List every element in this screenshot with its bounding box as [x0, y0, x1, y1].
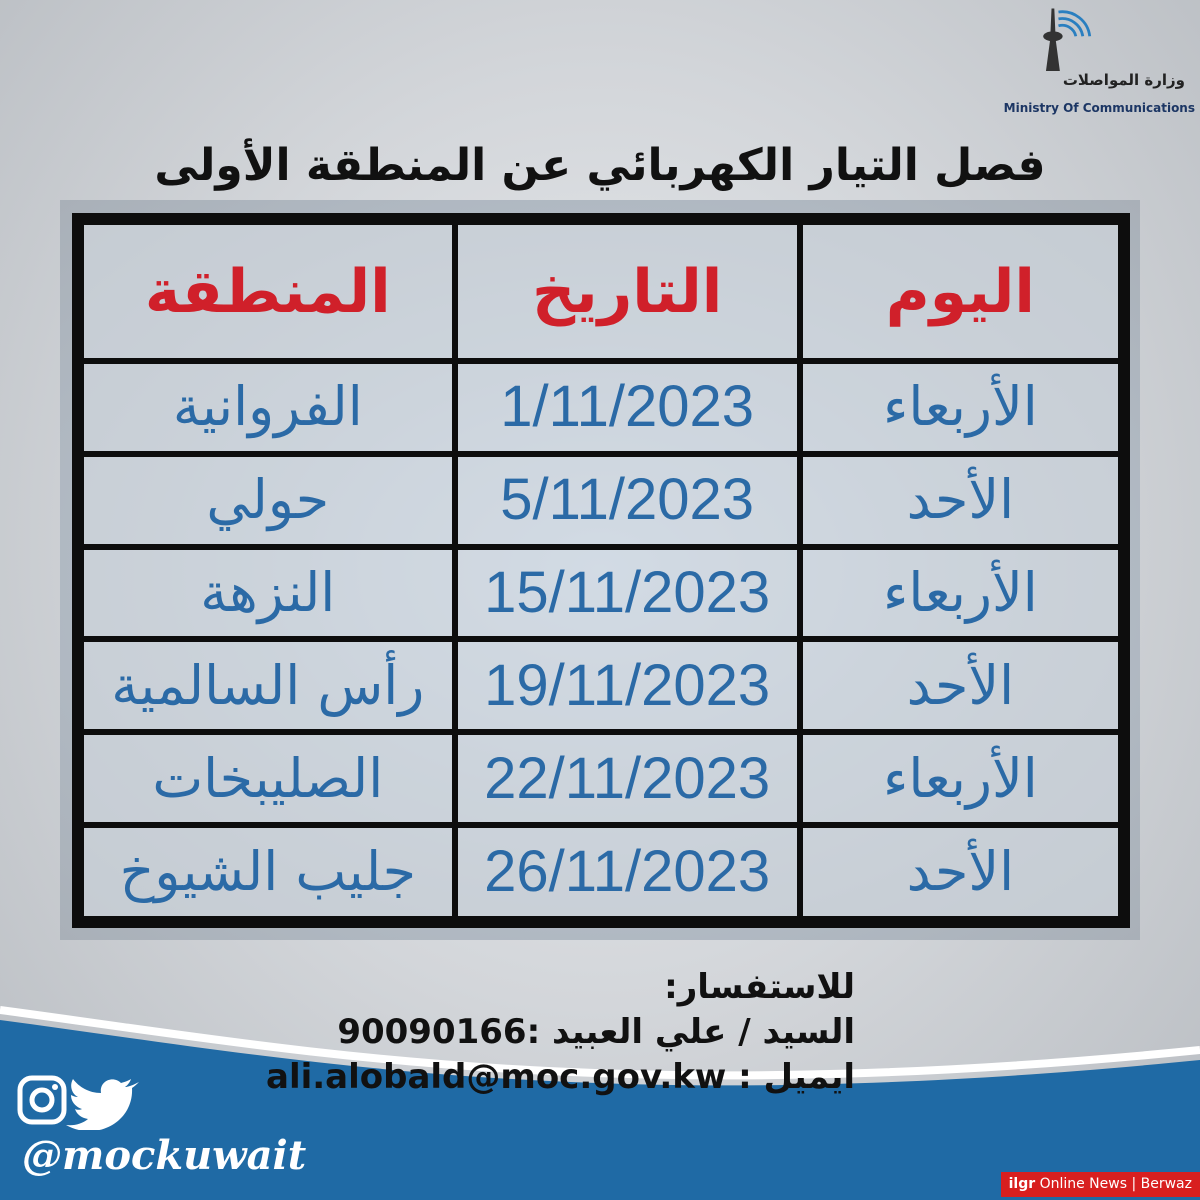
- day-cell: الأحد: [796, 450, 1128, 550]
- date-cell: 1/11/2023: [451, 358, 803, 457]
- day-cell: الأحد: [796, 821, 1128, 926]
- contact-person: السيد / علي العبيد :90090166: [337, 1012, 855, 1052]
- area-cell: الفروانية: [75, 358, 458, 457]
- day-cell: الأربعاء: [796, 543, 1128, 643]
- page-title: فصل التيار الكهربائي عن المنطقة الأولى: [154, 140, 1046, 191]
- table-row: الأربعاء 15/11/2023 النزهة: [75, 543, 1128, 643]
- table-row: الأحد 26/11/2023 جليب الشيوخ: [75, 821, 1128, 926]
- date-cell: 22/11/2023: [451, 729, 803, 828]
- day-cell: الأربعاء: [796, 729, 1128, 828]
- table-row: الأحد 19/11/2023 رأس السالمية: [75, 636, 1128, 736]
- blue-wave: [0, 1006, 1200, 1200]
- date-cell: 5/11/2023: [451, 450, 803, 550]
- watermark-brand: ilgr: [1008, 1176, 1036, 1192]
- area-cell: جليب الشيوخ: [75, 821, 458, 926]
- instagram-icon[interactable]: [17, 1075, 67, 1125]
- date-cell: 19/11/2023: [451, 636, 803, 736]
- table-header-row: اليوم التاريخ المنطقة: [75, 216, 1128, 364]
- date-cell: 26/11/2023: [451, 821, 803, 926]
- social-handle[interactable]: @mockuwait: [22, 1132, 307, 1179]
- watermark: ilgr Online News | Berwaz: [1000, 1172, 1200, 1197]
- ministry-logo: وزارة المواصلات Ministry Of Communicatio…: [990, 5, 1195, 123]
- day-cell: الأربعاء: [796, 358, 1128, 457]
- area-cell: رأس السالمية: [75, 636, 458, 736]
- watermark-text: Online News | Berwaz: [1039, 1176, 1192, 1192]
- area-cell: حولي: [75, 450, 458, 550]
- twitter-icon[interactable]: [66, 1079, 139, 1132]
- date-cell: 15/11/2023: [451, 543, 803, 643]
- contact-info: للاستفسار: السيد / علي العبيد :90090166 …: [266, 965, 855, 1100]
- tower-logo-icon: [1043, 8, 1092, 71]
- header-area: المنطقة: [75, 216, 458, 364]
- logo-english: Ministry Of Communications: [1003, 101, 1195, 115]
- table-row: الأربعاء 1/11/2023 الفروانية: [75, 358, 1128, 457]
- social-icons: [15, 1070, 145, 1134]
- day-cell: الأحد: [796, 636, 1128, 736]
- area-cell: الصليبخات: [75, 729, 458, 828]
- header-day: اليوم: [796, 216, 1128, 364]
- table-row: الأحد 5/11/2023 حولي: [75, 450, 1128, 550]
- contact-email: ايميل : ali.alobald@moc.gov.kw: [266, 1057, 855, 1097]
- logo-arabic: وزارة المواصلات: [1062, 71, 1185, 89]
- header-date: التاريخ: [451, 216, 803, 364]
- contact-heading: للاستفسار:: [664, 967, 855, 1007]
- schedule-table: اليوم التاريخ المنطقة الأربعاء 1/11/2023 ا…: [72, 213, 1130, 928]
- table-row: الأربعاء 22/11/2023 الصليبخات: [75, 729, 1128, 828]
- area-cell: النزهة: [75, 543, 458, 643]
